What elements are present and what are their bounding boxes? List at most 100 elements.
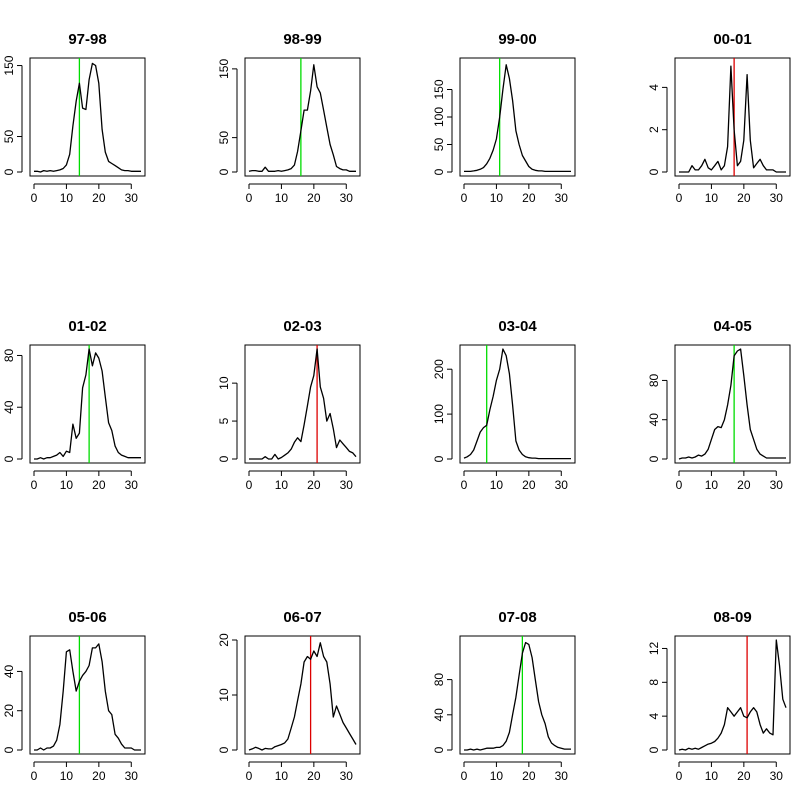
x-tick-label: 20: [92, 191, 106, 205]
series-line: [248, 64, 356, 172]
x-tick-label: 10: [490, 191, 504, 205]
x-tick-label: 10: [705, 769, 719, 783]
x-tick-label: 0: [31, 478, 38, 492]
panel-3: 00-01 0 10 20 30 0 2 4: [647, 31, 791, 205]
x-tick-label: 10: [275, 478, 289, 492]
y-tick-label: 0: [2, 455, 16, 462]
y-tick-label: 10: [217, 688, 231, 702]
panel-title: 99-00: [498, 31, 536, 48]
x-tick-label: 0: [246, 191, 253, 205]
y-tick-label: 40: [2, 400, 16, 414]
x-tick-label: 30: [555, 191, 569, 205]
x-tick-label: 0: [31, 191, 38, 205]
panel-8: 05-06 0 10 20 30 0 20 40: [2, 609, 146, 783]
plot-frame: [459, 635, 576, 755]
series-line: [34, 348, 141, 460]
x-tick-label: 20: [522, 191, 536, 205]
panel-4: 01-02 0 10 20 30 0 40 80: [2, 318, 146, 492]
x-tick-label: 0: [676, 769, 683, 783]
series-line: [463, 348, 571, 460]
y-tick-label: 40: [2, 664, 16, 678]
x-tick-label: 0: [246, 769, 253, 783]
plot-frame: [29, 344, 146, 464]
x-tick-label: 30: [770, 769, 784, 783]
x-tick-label: 30: [770, 478, 784, 492]
y-tick-label: 4: [647, 84, 661, 91]
y-tick-label: 0: [217, 455, 231, 462]
x-tick-label: 30: [125, 769, 139, 783]
panel-11: 08-09 0 10 20 30 0 4 8 12: [647, 609, 791, 783]
x-tick-label: 30: [555, 769, 569, 783]
y-tick-label: 150: [432, 79, 446, 99]
x-tick-label: 0: [461, 478, 468, 492]
panel-6: 03-04 0 10 20 30 0 100 200: [432, 318, 576, 492]
x-tick-label: 10: [60, 478, 74, 492]
x-tick-label: 10: [275, 191, 289, 205]
y-tick-label: 0: [217, 746, 231, 753]
x-tick-label: 30: [125, 478, 139, 492]
panel-2: 99-00 0 10 20 30 0 50 100 150: [432, 31, 576, 205]
panel-title: 01-02: [68, 318, 106, 335]
panel-title: 04-05: [713, 318, 751, 335]
plot-frame: [459, 57, 576, 177]
series-line: [34, 643, 141, 751]
y-tick-label: 80: [432, 673, 446, 687]
y-tick-label: 80: [2, 348, 16, 362]
plot-frame: [674, 344, 791, 464]
y-tick-label: 80: [647, 373, 661, 387]
y-tick-label: 0: [647, 455, 661, 462]
panel-title: 07-08: [498, 609, 536, 626]
panel-title: 03-04: [498, 318, 537, 335]
y-tick-label: 50: [2, 130, 16, 144]
plot-frame: [29, 57, 146, 177]
x-tick-label: 20: [307, 769, 321, 783]
x-tick-label: 10: [60, 191, 74, 205]
x-tick-label: 0: [246, 478, 253, 492]
x-tick-label: 10: [60, 769, 74, 783]
y-tick-label: 20: [2, 704, 16, 718]
plot-frame: [674, 57, 791, 177]
y-tick-label: 20: [217, 633, 231, 647]
series-line: [678, 348, 786, 460]
y-tick-label: 50: [217, 131, 231, 145]
plot-frame: [459, 344, 576, 464]
x-tick-label: 20: [737, 191, 751, 205]
x-tick-label: 20: [737, 769, 751, 783]
series-line: [464, 64, 571, 173]
panel-9: 06-07 0 10 20 30 0 10 20: [217, 609, 361, 783]
y-tick-label: 50: [432, 138, 446, 152]
x-tick-label: 30: [340, 478, 354, 492]
panel-10: 07-08 0 10 20 30 0 40 80: [432, 609, 576, 783]
y-tick-label: 150: [217, 59, 231, 79]
x-tick-label: 20: [522, 769, 536, 783]
panel-title: 97-98: [68, 31, 106, 48]
x-tick-label: 10: [705, 191, 719, 205]
y-tick-label: 0: [2, 168, 16, 175]
y-tick-label: 100: [432, 107, 446, 127]
y-tick-label: 4: [647, 712, 661, 719]
y-tick-label: 0: [432, 455, 446, 462]
y-tick-label: 10: [217, 376, 231, 390]
y-tick-label: 8: [647, 679, 661, 686]
y-tick-label: 40: [647, 413, 661, 427]
x-tick-label: 10: [275, 769, 289, 783]
x-tick-label: 0: [676, 478, 683, 492]
series-line: [34, 62, 141, 173]
x-tick-label: 20: [737, 478, 751, 492]
plot-frame: [674, 635, 791, 755]
x-tick-label: 0: [461, 191, 468, 205]
y-tick-label: 2: [647, 126, 661, 133]
plot-frame: [29, 635, 146, 755]
panel-title: 00-01: [713, 31, 751, 48]
panel-7: 04-05 0 10 20 30 0 40 80: [647, 318, 791, 492]
y-tick-label: 0: [432, 168, 446, 175]
series-line: [678, 639, 787, 751]
plot-frame: [244, 635, 361, 755]
x-tick-label: 20: [92, 478, 106, 492]
y-tick-label: 0: [647, 168, 661, 175]
y-tick-label: 150: [2, 55, 16, 75]
x-tick-label: 30: [340, 191, 354, 205]
panel-1: 98-99 0 10 20 30 0 50 150: [217, 31, 361, 205]
y-tick-label: 0: [432, 746, 446, 753]
series-line: [464, 641, 571, 751]
